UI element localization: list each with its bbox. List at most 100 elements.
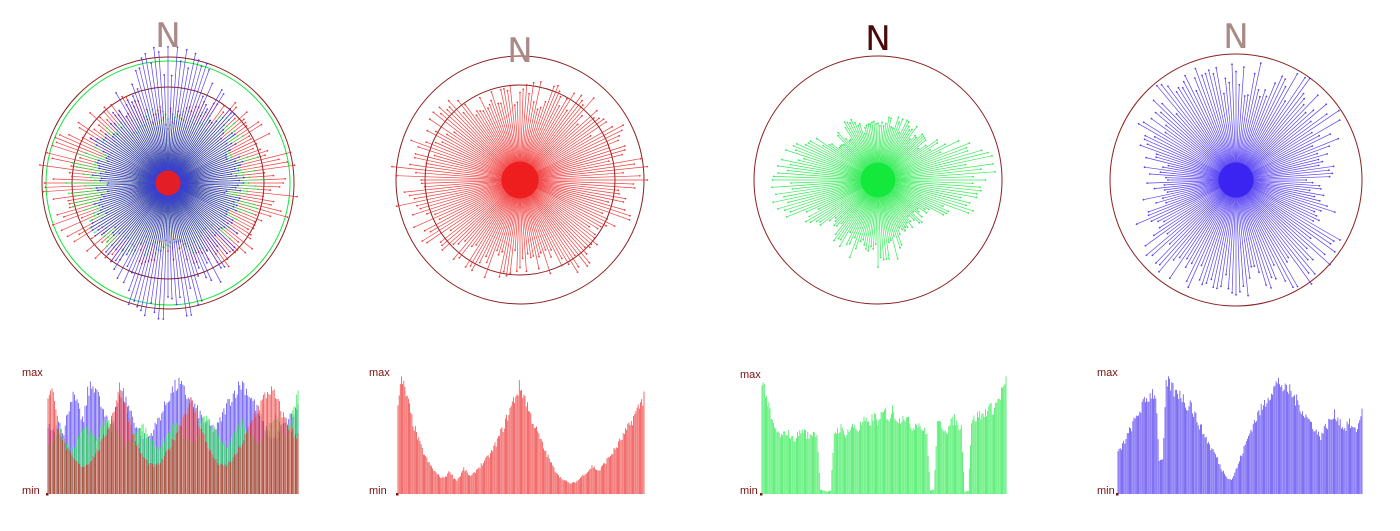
rose-spoke-tip [624, 197, 627, 200]
rose-spoke [158, 51, 169, 184]
rose-spoke-tip [864, 248, 867, 250]
rose-spoke-tip [898, 121, 900, 124]
rose-spoke-tip [592, 97, 595, 100]
rose-spoke-tip [599, 225, 602, 228]
rose-spoke-tip [904, 226, 907, 229]
rose-spoke-tip [471, 269, 473, 272]
rose-spoke [1235, 179, 1309, 274]
rose-spoke-tip [540, 81, 542, 83]
rose-spoke [105, 182, 169, 253]
rose-spoke [105, 134, 169, 184]
rose-spoke-tip [120, 126, 123, 129]
rose-spoke-tip [86, 249, 88, 252]
rose-spoke-tip [867, 123, 870, 126]
rose-spoke-tip [968, 142, 971, 145]
rose-spoke-tip [233, 246, 236, 249]
rose-spoke-tip [74, 195, 77, 197]
rose-spoke-tip [1331, 172, 1334, 175]
rose-spoke [877, 171, 995, 181]
rose-spoke [877, 152, 988, 181]
rose-spoke-tip [428, 118, 431, 121]
rose-spoke-tip [1145, 156, 1147, 159]
rose-spoke [519, 158, 641, 181]
rose-spoke-tip [157, 51, 160, 53]
rose-spoke-tip [210, 279, 213, 282]
rose-spoke-tip [831, 143, 833, 146]
rose-spoke-tip [1274, 82, 1276, 85]
north-label: N [865, 19, 890, 59]
rose-spoke-tip [1296, 285, 1299, 288]
rose-spoke-tip [235, 209, 238, 212]
rose-spoke-tip [408, 194, 411, 197]
rose-spoke-tip [232, 201, 235, 203]
rose-spoke-tip [888, 241, 890, 244]
rose-spoke-tip [227, 222, 229, 225]
rose-spoke-tip [870, 245, 872, 248]
rose-spoke-tip [68, 171, 71, 174]
rose-spoke-tip [1312, 220, 1315, 222]
rose-spoke-tip [1163, 189, 1166, 191]
rose-spoke-tip [1153, 187, 1156, 190]
rose-spoke-tip [245, 125, 248, 127]
rose-spoke-tip [776, 165, 779, 167]
rose-spoke-tip [246, 156, 249, 159]
rose-spoke [1235, 119, 1340, 181]
rose-spoke [167, 182, 238, 234]
rose-spoke-tip [490, 99, 492, 102]
rose-spoke-tip [785, 216, 788, 218]
rose-spoke-tip [873, 120, 875, 123]
rose-spoke [1161, 84, 1237, 181]
rose-spoke-tip [843, 143, 845, 146]
rose-spoke-tip [1338, 119, 1341, 121]
rose-spoke [135, 70, 169, 184]
rose-spoke-tip [153, 311, 156, 314]
rose-spoke-tip [947, 210, 950, 213]
rose-spoke-tip [1215, 66, 1218, 69]
rose-spoke-tip [125, 253, 128, 256]
rose-spoke-tip [1157, 220, 1159, 223]
rose-spoke [150, 63, 169, 184]
rose-spoke-tip [220, 267, 222, 269]
rose-spoke-tip [519, 91, 521, 94]
rose-spoke-tip [106, 241, 108, 243]
rose-spoke-tip [446, 108, 449, 111]
rose-spoke-tip [613, 225, 616, 228]
rose-spoke-tip [52, 198, 55, 201]
rose-spoke-tip [944, 143, 946, 146]
rose-spoke-tip [246, 193, 248, 196]
rose-spoke-tip [1307, 272, 1310, 274]
rose-spoke [167, 182, 225, 267]
rose-spoke-tip [1156, 84, 1158, 87]
rose-spoke [111, 182, 169, 262]
rose-spoke-tip [235, 232, 238, 234]
histogram-green: max min [740, 369, 1007, 497]
rose-spoke-tip [1322, 194, 1325, 197]
rose-spoke-tip [525, 84, 528, 86]
rose-spoke [1235, 179, 1336, 253]
rose-spoke-tip [253, 203, 256, 206]
rose-spoke-tip [1333, 211, 1336, 214]
hist-series-green [47, 390, 299, 494]
rose-spoke-tip [1311, 181, 1314, 184]
rose-spoke [167, 177, 244, 184]
rose-spoke-tip [513, 104, 516, 107]
rose-spoke [167, 182, 200, 268]
rose-spoke-tip [1320, 210, 1322, 212]
rose-spoke-tip [497, 102, 499, 105]
rose-spoke-tip [1309, 120, 1312, 123]
rose-spoke-tip [293, 164, 296, 167]
rose-spoke-tip [434, 213, 437, 216]
rose-spoke-tip [122, 281, 125, 284]
rose-spoke-tip [863, 244, 866, 246]
rose-spoke-tip [892, 127, 894, 130]
rose-spoke [422, 179, 521, 242]
rose-spoke-tip [190, 314, 193, 316]
rose-spoke-tip [429, 230, 432, 233]
rose-spoke-tip [628, 219, 631, 221]
rose-spoke [167, 182, 188, 316]
rose-spoke [1187, 179, 1237, 288]
rose-spoke [1231, 64, 1237, 181]
north-label: N [507, 31, 532, 71]
rose-spoke-tip [415, 171, 417, 174]
